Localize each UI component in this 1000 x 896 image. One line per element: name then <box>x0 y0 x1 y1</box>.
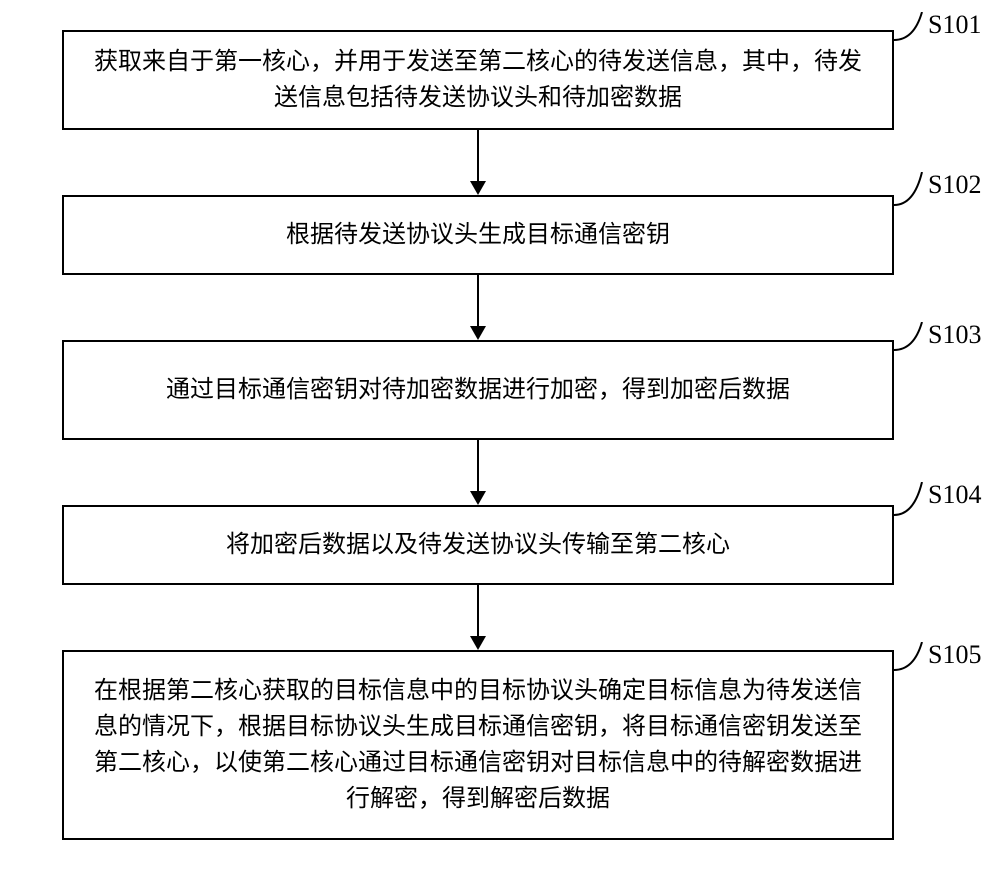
step-label-s101: S101 <box>928 10 981 40</box>
step-box-s102: 根据待发送协议头生成目标通信密钥 <box>62 195 894 275</box>
arrow-line <box>477 440 479 491</box>
step-text: 通过目标通信密钥对待加密数据进行加密，得到加密后数据 <box>166 372 790 408</box>
step-label-s102: S102 <box>928 170 981 200</box>
step-box-s103: 通过目标通信密钥对待加密数据进行加密，得到加密后数据 <box>62 340 894 440</box>
step-text: 在根据第二核心获取的目标信息中的目标协议头确定目标信息为待发送信息的情况下，根据… <box>84 673 872 817</box>
arrow-head-icon <box>470 491 486 505</box>
step-text: 根据待发送协议头生成目标通信密钥 <box>286 217 670 253</box>
step-label-s103: S103 <box>928 320 981 350</box>
step-label-s104: S104 <box>928 480 981 510</box>
arrow-head-icon <box>470 326 486 340</box>
arrow-line <box>477 275 479 326</box>
arrow-line <box>477 585 479 636</box>
arrow-head-icon <box>470 181 486 195</box>
arrow-line <box>477 130 479 181</box>
step-label-s105: S105 <box>928 640 981 670</box>
flowchart-canvas: 获取来自于第一核心，并用于发送至第二核心的待发送信息，其中，待发送信息包括待发送… <box>0 0 1000 896</box>
step-text: 获取来自于第一核心，并用于发送至第二核心的待发送信息，其中，待发送信息包括待发送… <box>84 44 872 116</box>
step-box-s104: 将加密后数据以及待发送协议头传输至第二核心 <box>62 505 894 585</box>
step-box-s105: 在根据第二核心获取的目标信息中的目标协议头确定目标信息为待发送信息的情况下，根据… <box>62 650 894 840</box>
step-text: 将加密后数据以及待发送协议头传输至第二核心 <box>226 527 730 563</box>
arrow-head-icon <box>470 636 486 650</box>
step-box-s101: 获取来自于第一核心，并用于发送至第二核心的待发送信息，其中，待发送信息包括待发送… <box>62 30 894 130</box>
